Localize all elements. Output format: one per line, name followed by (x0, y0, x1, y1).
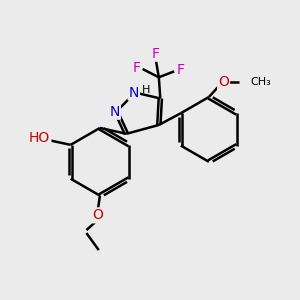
Text: HO: HO (29, 131, 50, 146)
Text: CH₃: CH₃ (251, 77, 272, 87)
Text: O: O (218, 75, 229, 89)
Text: F: F (132, 61, 140, 75)
Text: N: N (110, 105, 120, 119)
Text: F: F (177, 63, 184, 77)
Text: H: H (142, 85, 150, 94)
Text: O: O (92, 208, 103, 222)
Text: F: F (152, 47, 160, 61)
Text: N: N (129, 85, 139, 100)
